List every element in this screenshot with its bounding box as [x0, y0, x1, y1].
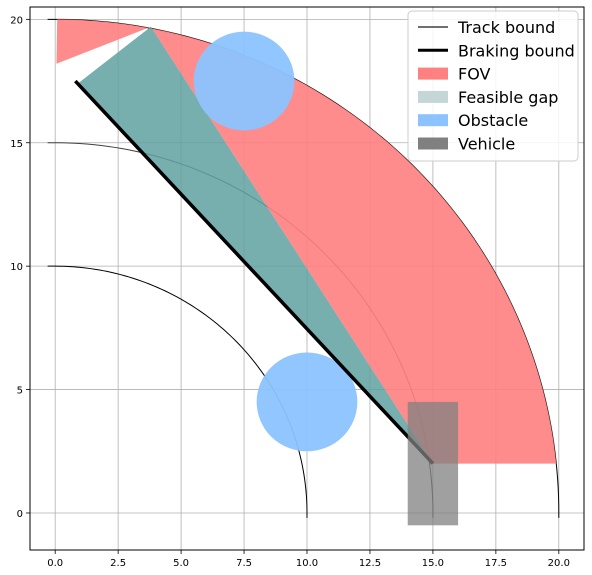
vehicle: [407, 401, 459, 526]
legend-label: Obstacle: [458, 111, 528, 130]
legend-swatch-patch: [418, 137, 448, 150]
track-bound-outer: [47, 18, 560, 518]
legend-label: Feasible gap: [458, 88, 558, 107]
legend-box: [407, 10, 579, 162]
x-tick-label: 7.5: [236, 558, 252, 569]
braking-bound: [74, 79, 435, 465]
legend-label: Braking bound: [458, 41, 575, 60]
vehicle-rect: [407, 401, 459, 526]
braking-bound-line: [74, 79, 435, 465]
x-tick-label: 10.0: [296, 558, 318, 569]
x-tick-label: 5.0: [173, 558, 189, 569]
x-tick-label: 20.0: [548, 558, 570, 569]
x-tick-label: 2.5: [110, 558, 126, 569]
legend: Track bound Braking bound FOV Feasible gap O…: [407, 10, 579, 162]
y-tick-label: 15: [10, 139, 23, 150]
feasible-gap-polygon: [77, 26, 433, 464]
fov-region: [56, 19, 559, 464]
x-tick-label: 15.0: [422, 558, 444, 569]
y-tick-label: 10: [10, 262, 23, 273]
legend-label: Vehicle: [458, 135, 515, 154]
obstacle-circle: [256, 352, 358, 452]
obstacles: [193, 31, 358, 452]
legend-swatch-patch: [418, 90, 448, 103]
legend-label: FOV: [458, 65, 491, 84]
tick-labels: 0.0 2.5 5.0 7.5 10.0 12.5 15.0 17.5 20.0 0 5 10 15 20: [10, 15, 570, 569]
obstacle-circle: [193, 31, 295, 131]
legend-label: Track bound: [457, 18, 555, 37]
y-tick-label: 0: [17, 509, 23, 520]
legend-swatch-patch: [418, 114, 448, 127]
legend-swatch-patch: [418, 67, 448, 80]
fov-polygon: [56, 19, 559, 464]
y-tick-label: 20: [10, 15, 23, 26]
feasible-gap-region: [77, 26, 433, 464]
x-tick-label: 0.0: [47, 558, 63, 569]
x-tick-label: 12.5: [359, 558, 381, 569]
x-tick-label: 17.5: [485, 558, 507, 569]
y-tick-label: 5: [17, 386, 23, 397]
